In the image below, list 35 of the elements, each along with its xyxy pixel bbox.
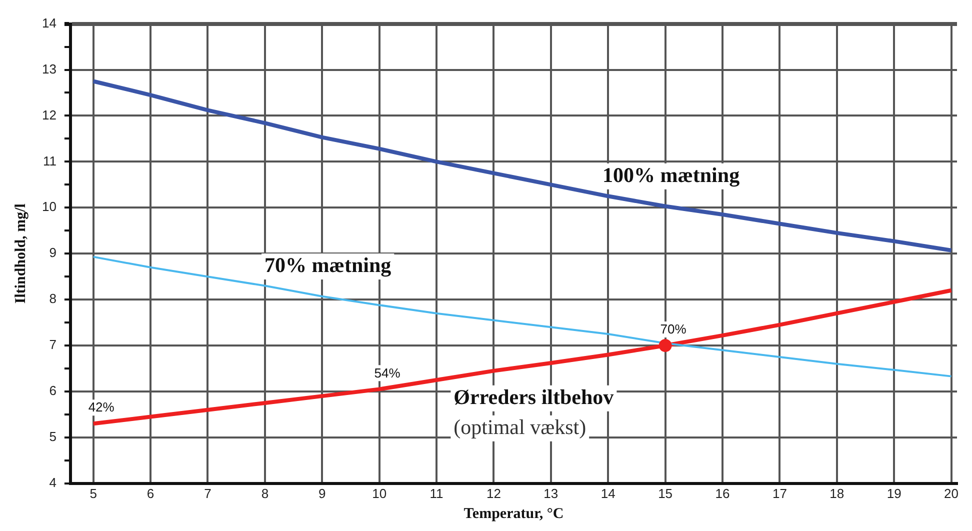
y-axis-title: Iltindhold, mg/l [12, 204, 29, 304]
x-tick-label: 16 [715, 486, 730, 501]
y-tick-label: 12 [42, 107, 56, 122]
annotation: 54% [374, 365, 401, 380]
x-tick-label: 8 [261, 486, 269, 501]
y-tick-label: 10 [42, 199, 56, 214]
series-label: 100% mætning [602, 162, 740, 187]
y-tick-label: 7 [49, 337, 56, 352]
y-tick-label: 14 [42, 15, 56, 30]
y-tick-label: 4 [49, 474, 56, 490]
x-tick-label: 5 [90, 486, 97, 501]
y-tick-label: 6 [49, 383, 56, 398]
x-tick-label: 18 [830, 486, 844, 501]
y-tick-label: 13 [42, 61, 56, 76]
x-tick-label: 6 [146, 486, 154, 501]
annotation: 70% [660, 322, 687, 337]
x-tick-label: 11 [430, 486, 444, 501]
x-tick-label: 15 [658, 486, 673, 501]
annotation: 42% [88, 400, 115, 415]
x-tick-label: 7 [204, 486, 212, 501]
y-tick-label: 9 [49, 245, 56, 260]
x-tick-label: 19 [886, 486, 902, 501]
y-tick-label: 8 [49, 291, 56, 306]
y-tick-label: 11 [42, 153, 56, 168]
y-tick-label: 5 [49, 429, 56, 444]
x-tick-label: 14 [600, 486, 616, 501]
series-label: Ørreders iltbehov (optimal vækst) [454, 384, 614, 439]
x-tick-label: 20 [944, 486, 959, 501]
x-tick-label: 17 [772, 486, 787, 501]
x-tick-label: 9 [318, 486, 326, 501]
x-tick-label: 12 [486, 486, 501, 501]
series-label: 70% mætning [264, 252, 392, 277]
x-axis-title: Temperatur, °C [464, 506, 564, 522]
x-tick-label: 10 [372, 486, 387, 501]
x-tick-label: 13 [544, 486, 558, 501]
